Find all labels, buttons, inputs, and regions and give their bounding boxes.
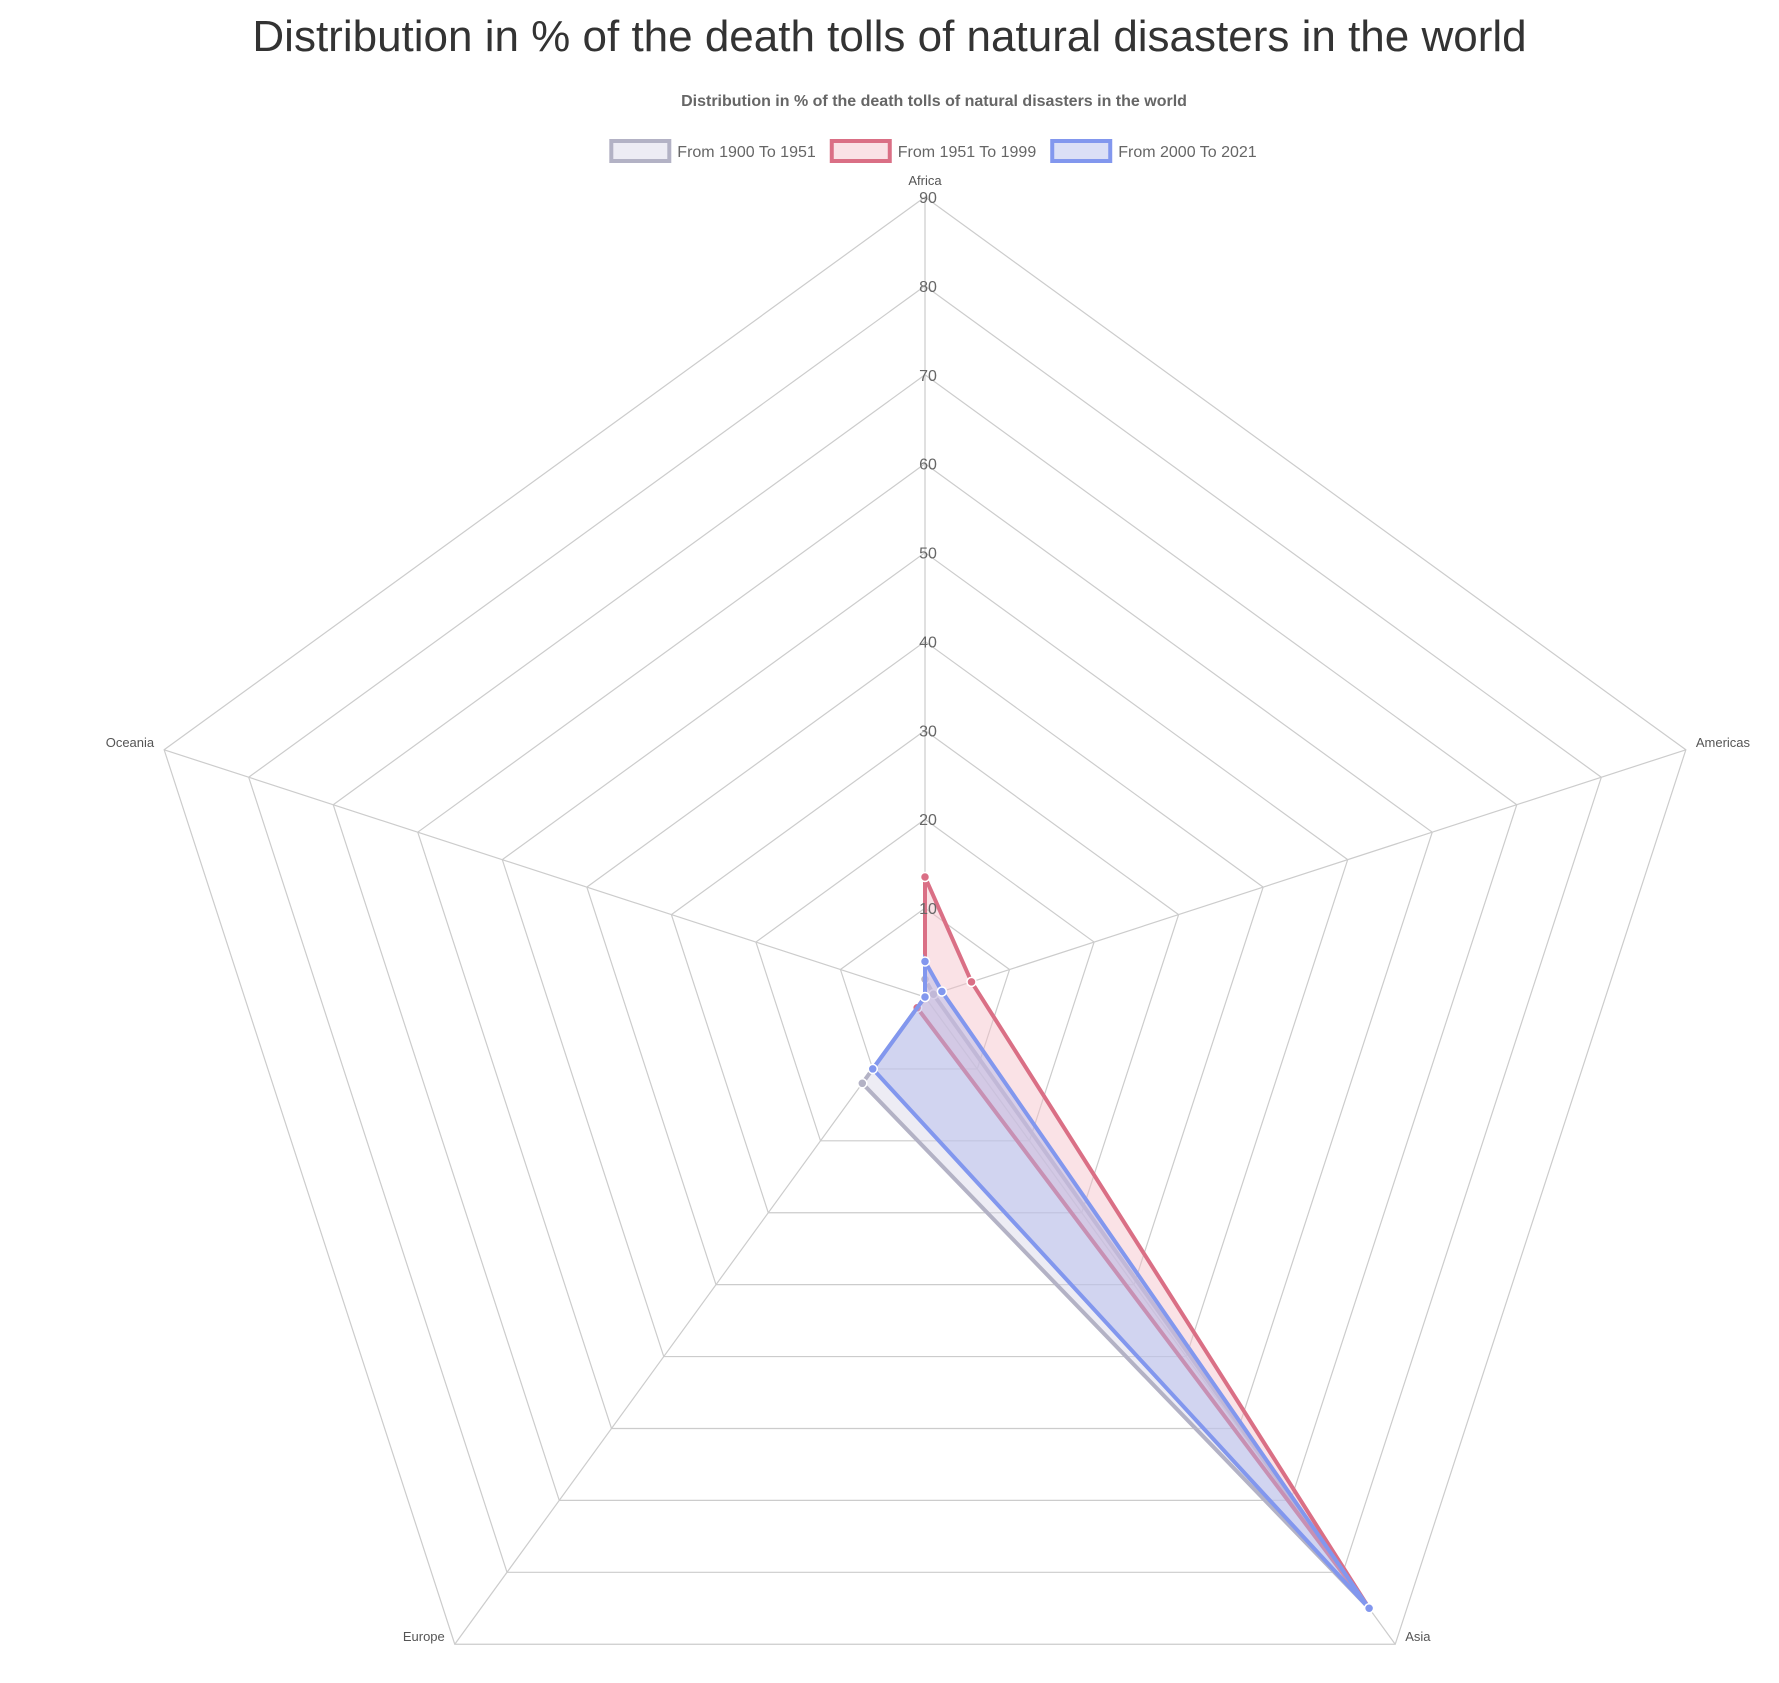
legend-swatch-from-1900-to-1951[interactable] bbox=[609, 139, 672, 163]
point-from-2000-to-2021-africa[interactable] bbox=[919, 956, 931, 967]
axis-label-africa: Africa bbox=[908, 173, 942, 188]
radar-grid bbox=[163, 196, 1687, 1645]
point-from-1951-to-1999-africa[interactable] bbox=[919, 871, 931, 883]
tick-labels: 10 20 30 40 50 60 70 80 90 bbox=[919, 190, 937, 918]
tick-label-20: 20 bbox=[919, 812, 937, 829]
series-from-2000-to-2021 bbox=[870, 953, 1371, 1610]
grid-ring-70 bbox=[332, 374, 1518, 1501]
page-title: Distribution in % of the death tolls of … bbox=[252, 12, 1527, 61]
tick-label-40: 40 bbox=[919, 634, 937, 651]
axis-label-americas: Americas bbox=[1696, 735, 1751, 750]
grid-ring-10 bbox=[839, 907, 1011, 1070]
legend-label-from-1900-to-1951: From 1900 To 1951 bbox=[677, 144, 816, 161]
spoke-europe bbox=[454, 996, 926, 1645]
axis-label-europe: Europe bbox=[403, 1629, 445, 1644]
tick-label-10: 10 bbox=[919, 901, 937, 918]
point-from-2000-to-2021-americas[interactable] bbox=[936, 986, 948, 997]
tick-label-70: 70 bbox=[919, 368, 937, 385]
tick-label-80: 80 bbox=[919, 279, 937, 296]
legend-swatch-from-1951-to-1999[interactable] bbox=[829, 139, 892, 163]
spoke-americas bbox=[924, 749, 1687, 998]
axis-labels: Africa Americas Asia Europe Oceania bbox=[106, 173, 1751, 1644]
point-from-2000-to-2021-europe[interactable] bbox=[867, 1063, 879, 1075]
tick-label-60: 60 bbox=[919, 457, 937, 474]
axis-label-asia: Asia bbox=[1405, 1629, 1431, 1644]
tick-label-30: 30 bbox=[919, 723, 937, 740]
grid-ring-30 bbox=[670, 729, 1180, 1214]
series-layer bbox=[857, 871, 1375, 1614]
legend-swatch-from-2000-to-2021[interactable] bbox=[1050, 139, 1113, 163]
point-from-1951-to-1999-americas[interactable] bbox=[966, 976, 977, 988]
chart-title: Distribution in % of the death tolls of … bbox=[681, 93, 1187, 110]
point-from-1900-to-1951-europe[interactable] bbox=[857, 1078, 868, 1089]
legend-label-from-2000-to-2021: From 2000 To 2021 bbox=[1118, 144, 1257, 161]
tick-label-90: 90 bbox=[919, 190, 937, 207]
grid-ring-50 bbox=[501, 551, 1349, 1358]
series-from-1951-to-1999 bbox=[914, 876, 1371, 1610]
tick-label-50: 50 bbox=[919, 546, 937, 563]
grid-ring-90 bbox=[163, 196, 1687, 1645]
spoke-oceania bbox=[163, 749, 926, 998]
grid-ring-20 bbox=[755, 818, 1095, 1142]
point-from-2000-to-2021-asia[interactable] bbox=[1363, 1603, 1375, 1614]
grid-ring-40 bbox=[586, 640, 1264, 1286]
legend: From 1900 To 1951 From 1951 To 1999 From 2… bbox=[609, 139, 1257, 163]
legend-label-from-1951-to-1999: From 1951 To 1999 bbox=[898, 144, 1037, 161]
axis-label-oceania: Oceania bbox=[106, 735, 155, 750]
point-from-2000-to-2021-oceania[interactable] bbox=[919, 991, 931, 1003]
grid-ring-60 bbox=[417, 462, 1433, 1430]
grid-ring-80 bbox=[247, 285, 1603, 1573]
